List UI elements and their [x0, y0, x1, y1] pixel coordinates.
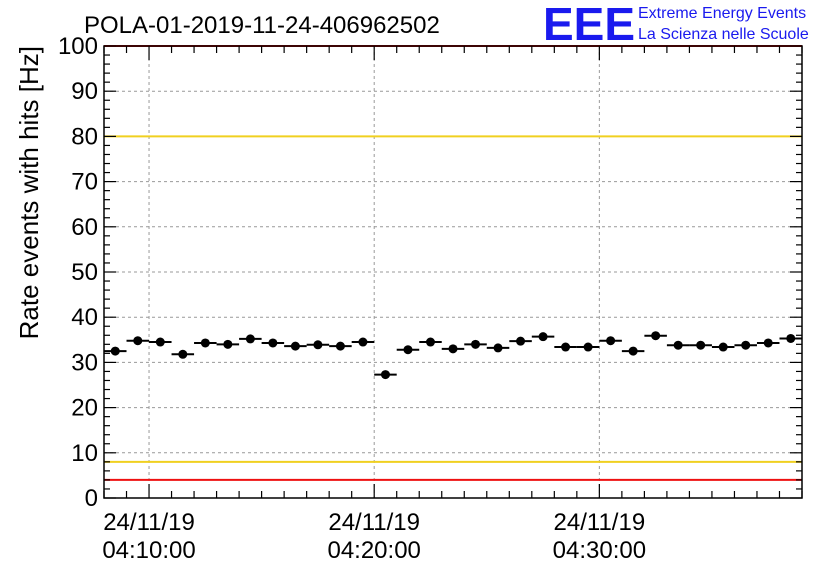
- data-point: [628, 346, 638, 356]
- logo-line-1: Extreme Energy Events: [638, 5, 806, 22]
- data-point: [403, 345, 413, 355]
- y-tick-label: 20: [71, 395, 98, 422]
- data-point: [268, 338, 278, 348]
- data-point: [200, 338, 210, 348]
- data-point: [651, 331, 661, 341]
- data-point: [313, 340, 323, 350]
- logo-line-2: La Scienza nelle Scuole: [638, 26, 809, 43]
- x-tick-label-date: 24/11/19: [328, 509, 420, 536]
- data-point: [425, 337, 435, 347]
- x-tick-label-time: 04:30:00: [553, 537, 646, 564]
- eee-logo: EEE Extreme Energy Events La Scienza nel…: [543, 0, 809, 50]
- y-tick-label: 50: [71, 259, 98, 286]
- data-point: [538, 332, 548, 342]
- data-point: [380, 370, 390, 380]
- chart-title: POLA-01-2019-11-24-406962502: [84, 12, 440, 39]
- data-point: [583, 342, 593, 352]
- data-point: [358, 337, 368, 347]
- data-point: [561, 342, 571, 352]
- data-point: [133, 336, 143, 346]
- logo-mark: EEE: [543, 0, 635, 50]
- x-tick-label-time: 04:10:00: [102, 537, 195, 564]
- data-point: [223, 339, 233, 349]
- data-points: [104, 331, 802, 380]
- grid: [104, 46, 802, 498]
- data-point: [516, 336, 526, 346]
- y-tick-label: 70: [71, 169, 98, 196]
- data-point: [245, 334, 255, 344]
- data-point: [110, 346, 120, 356]
- data-point: [696, 340, 706, 350]
- y-axis-label: Rate events with hits [Hz]: [14, 46, 44, 339]
- y-tick-label: 60: [71, 214, 98, 241]
- data-point: [335, 341, 345, 351]
- x-tick-label-time: 04:20:00: [327, 537, 420, 564]
- data-point: [606, 336, 616, 346]
- y-tick-label: 90: [71, 78, 98, 105]
- data-point: [786, 333, 796, 343]
- y-tick-label: 10: [71, 440, 98, 467]
- y-tick-label: 0: [85, 485, 98, 512]
- data-point: [471, 339, 481, 349]
- x-tick-label-date: 24/11/19: [554, 509, 646, 536]
- data-point: [493, 343, 503, 353]
- x-tick-label-date: 24/11/19: [103, 509, 195, 536]
- y-tick-label: 100: [58, 33, 98, 60]
- reference-lines: [104, 45, 802, 481]
- data-point: [155, 337, 165, 347]
- data-point: [178, 349, 188, 359]
- x-axis: 24/11/1904:10:0024/11/1904:20:0024/11/19…: [102, 46, 803, 564]
- data-point: [763, 338, 773, 348]
- data-point: [290, 341, 300, 351]
- y-tick-label: 40: [71, 304, 98, 331]
- data-point: [448, 344, 458, 354]
- y-tick-label: 30: [71, 349, 98, 376]
- y-tick-label: 80: [71, 123, 98, 150]
- y-axis: 0 10 20 30 40 50 60 70 80 90 100: [58, 33, 802, 512]
- data-point: [673, 340, 683, 350]
- data-point: [718, 342, 728, 352]
- data-point: [741, 340, 751, 350]
